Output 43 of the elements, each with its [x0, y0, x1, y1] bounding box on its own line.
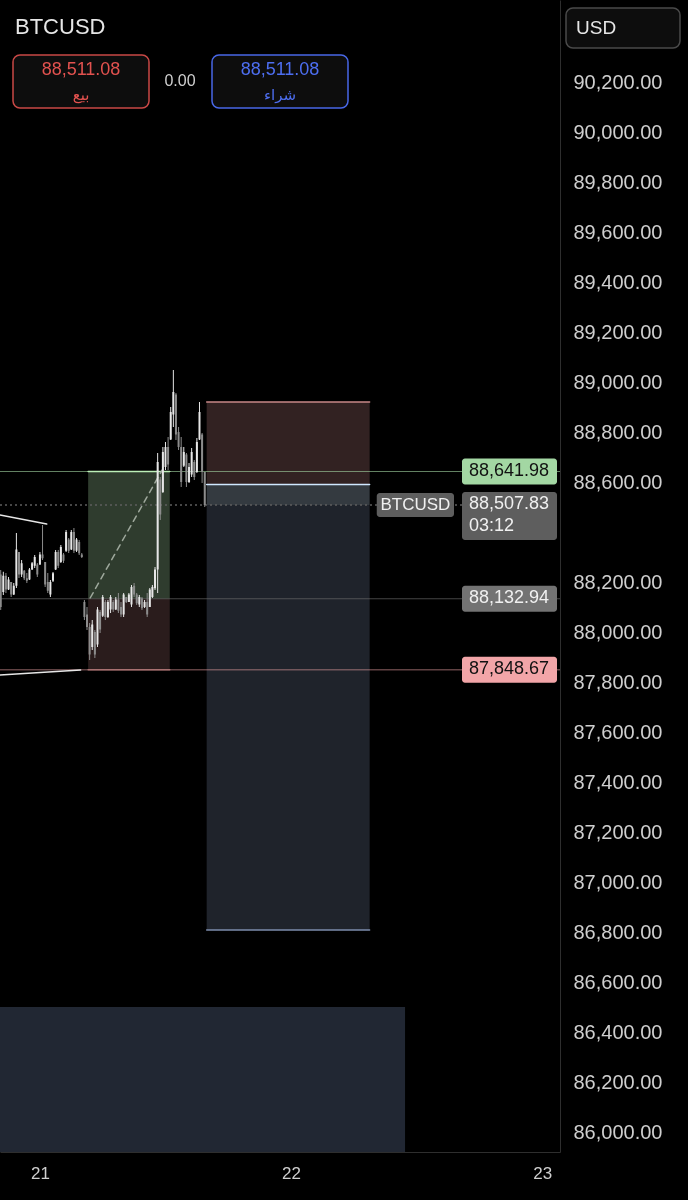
x-tick-label: 23 [533, 1163, 553, 1183]
annotation: شراء [263, 86, 297, 104]
x-tick-label: 21 [30, 1163, 50, 1183]
y-tick-label: 89,200.00 [573, 320, 663, 343]
y-tick-label: 90,000.00 [573, 120, 663, 143]
candlestick [101, 594, 104, 618]
y-tick-label: 86,600.00 [573, 970, 663, 993]
annotation: BTCUSD [380, 495, 451, 515]
x-tick-label: 22 [282, 1163, 302, 1183]
y-tick-label: 89,800.00 [573, 170, 663, 193]
y-tick-label: 86,800.00 [573, 920, 663, 943]
annotation: 88,511.08 [41, 59, 121, 79]
annotation: 88,511.08 [240, 59, 320, 79]
ref-line-label: 88,132.94 [469, 586, 550, 607]
y-tick-label: 88,800.00 [573, 420, 663, 443]
candlestick [182, 446, 185, 468]
y-tick-label: 87,200.00 [573, 820, 663, 843]
candlestick [91, 619, 94, 651]
text: BTCUSD [15, 14, 106, 39]
y-tick-label: 86,200.00 [573, 1070, 663, 1093]
annotation: بيع [72, 86, 90, 104]
candlestick [93, 629, 96, 659]
y-tick-label: 88,200.00 [573, 570, 663, 593]
y-tick-label: 89,000.00 [573, 370, 663, 393]
y-tick-label: 87,400.00 [573, 770, 663, 793]
y-tick-label: 86,400.00 [573, 1020, 663, 1043]
y-tick-label: 88,000.00 [573, 620, 663, 643]
y-tick-label: 89,400.00 [573, 270, 663, 293]
candlestick [193, 459, 196, 481]
candlestick [0, 569, 2, 611]
y-tick-label: 87,000.00 [573, 870, 663, 893]
y-tick-label: 90,200.00 [573, 70, 663, 93]
ref-line-label: 88,641.98 [469, 459, 550, 480]
text: USD [576, 17, 617, 38]
y-tick-label: 87,600.00 [573, 720, 663, 743]
y-tick-label: 87,800.00 [573, 670, 663, 693]
y-tick-label: 86,000.00 [573, 1120, 663, 1143]
ref-line-label: 87,848.67 [469, 657, 550, 678]
y-tick-label: 89,600.00 [573, 220, 663, 243]
ref-line-label: 88,507.83 03:12 [469, 493, 550, 536]
annotation: 0.00 [164, 72, 196, 89]
candlestick [99, 609, 102, 634]
y-tick-label: 88,600.00 [573, 470, 663, 493]
